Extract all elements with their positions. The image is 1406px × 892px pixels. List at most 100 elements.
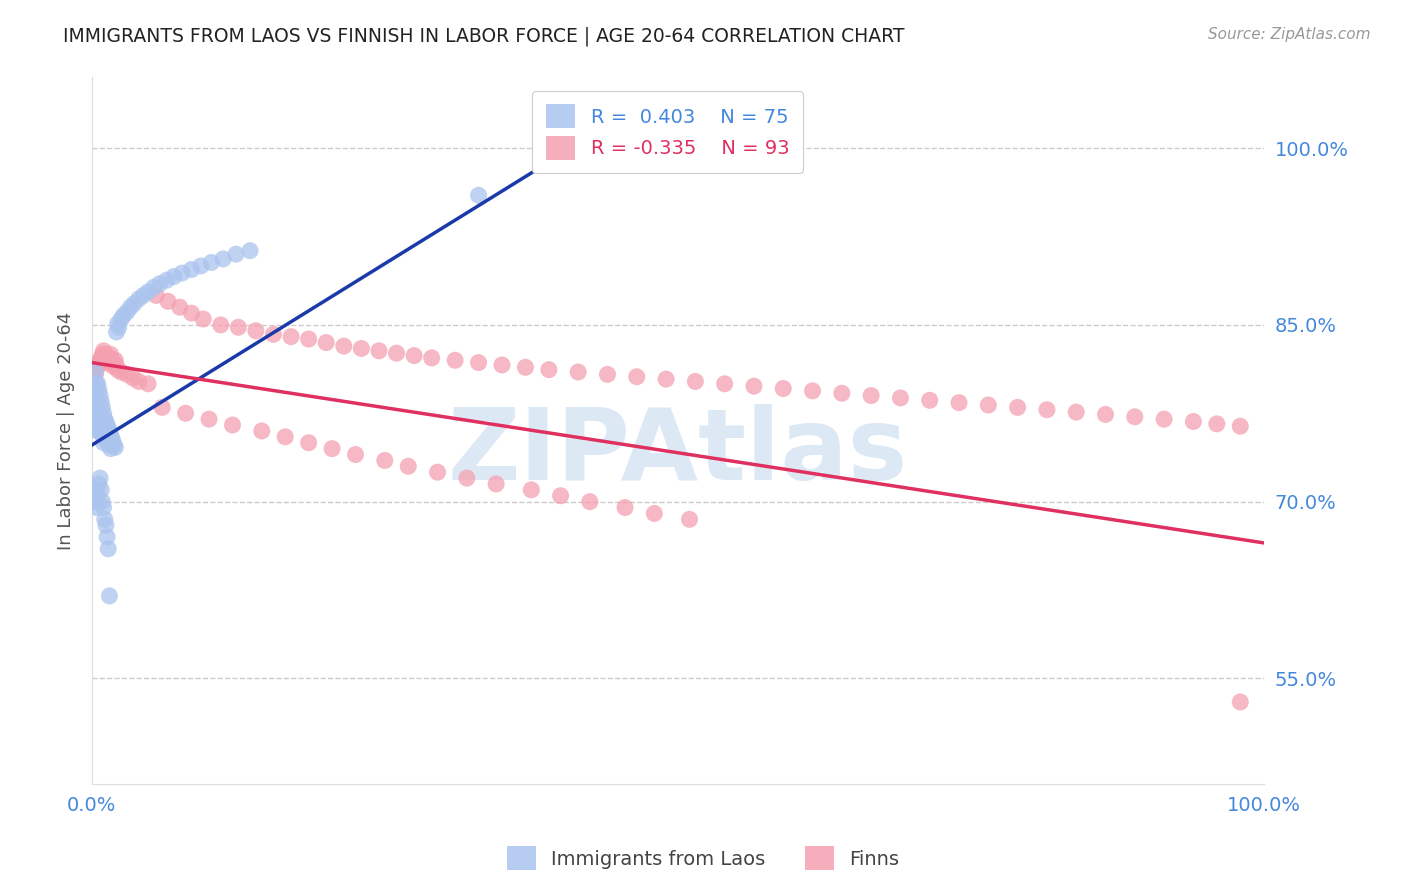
Point [89,388,111,402]
Point [579,494,602,508]
Point [89,353,111,368]
Point [713,376,735,391]
Point [245,324,267,338]
Point [426,465,449,479]
Point [198,412,221,426]
Point [94,518,117,533]
Point [801,384,824,398]
Point [112,309,135,323]
Point [87,401,110,415]
Point [149,277,172,291]
Point [491,358,513,372]
Point [96,353,118,368]
Point [110,312,132,326]
Point [104,353,127,368]
Point [228,320,250,334]
Point [93,500,115,515]
Point [169,300,191,314]
Point [89,406,111,420]
Point [94,430,117,444]
Point [115,368,138,382]
Point [225,247,247,261]
Point [86,424,108,438]
Point [190,259,212,273]
Point [596,368,619,382]
Point [104,441,127,455]
Text: Source: ZipAtlas.com: Source: ZipAtlas.com [1208,27,1371,42]
Point [157,294,180,309]
Point [84,401,107,415]
Point [368,343,391,358]
Point [128,292,150,306]
Point [321,442,343,456]
Point [515,360,537,375]
Point [537,362,560,376]
Point [172,266,194,280]
Point [889,391,911,405]
Point [120,300,142,314]
Point [298,435,321,450]
Point [100,353,122,368]
Point [84,365,107,379]
Point [103,438,125,452]
Point [977,398,1000,412]
Point [89,471,111,485]
Point [93,512,115,526]
Point [107,320,129,334]
Point [90,409,112,424]
Point [685,375,707,389]
Point [156,273,179,287]
Point [101,359,124,373]
Point [1064,405,1087,419]
Point [180,262,202,277]
Point [83,388,105,402]
Point [1007,401,1029,415]
Point [274,430,297,444]
Point [91,415,114,429]
Point [121,371,143,385]
Point [87,356,110,370]
Point [1123,409,1146,424]
Point [456,471,478,485]
Point [467,188,489,202]
Point [105,325,128,339]
Point [86,362,108,376]
Point [93,406,115,420]
Point [948,395,970,409]
Point [396,459,419,474]
Point [174,406,197,420]
Point [333,339,356,353]
Point [93,426,115,441]
Point [83,494,105,508]
Point [90,351,112,365]
Point [91,401,114,415]
Point [239,244,262,258]
Point [374,453,396,467]
Point [100,427,122,442]
Point [96,418,118,433]
Point [1229,695,1251,709]
Text: ZIPAtlas: ZIPAtlas [447,404,908,500]
Point [93,351,115,365]
Point [84,483,107,497]
Point [97,541,120,556]
Point [263,327,285,342]
Point [96,434,118,448]
Point [107,362,129,376]
Point [209,318,232,332]
Point [655,372,678,386]
Point [93,435,115,450]
Point [107,317,129,331]
Point [98,438,121,452]
Point [110,365,132,379]
Point [93,343,115,358]
Point [467,356,489,370]
Point [280,329,302,343]
Point [742,379,765,393]
Point [98,589,121,603]
Point [142,280,165,294]
Point [136,285,159,299]
Text: IMMIGRANTS FROM LAOS VS FINNISH IN LABOR FORCE | AGE 20-64 CORRELATION CHART: IMMIGRANTS FROM LAOS VS FINNISH IN LABOR… [63,27,905,46]
Point [90,426,112,441]
Point [89,424,111,438]
